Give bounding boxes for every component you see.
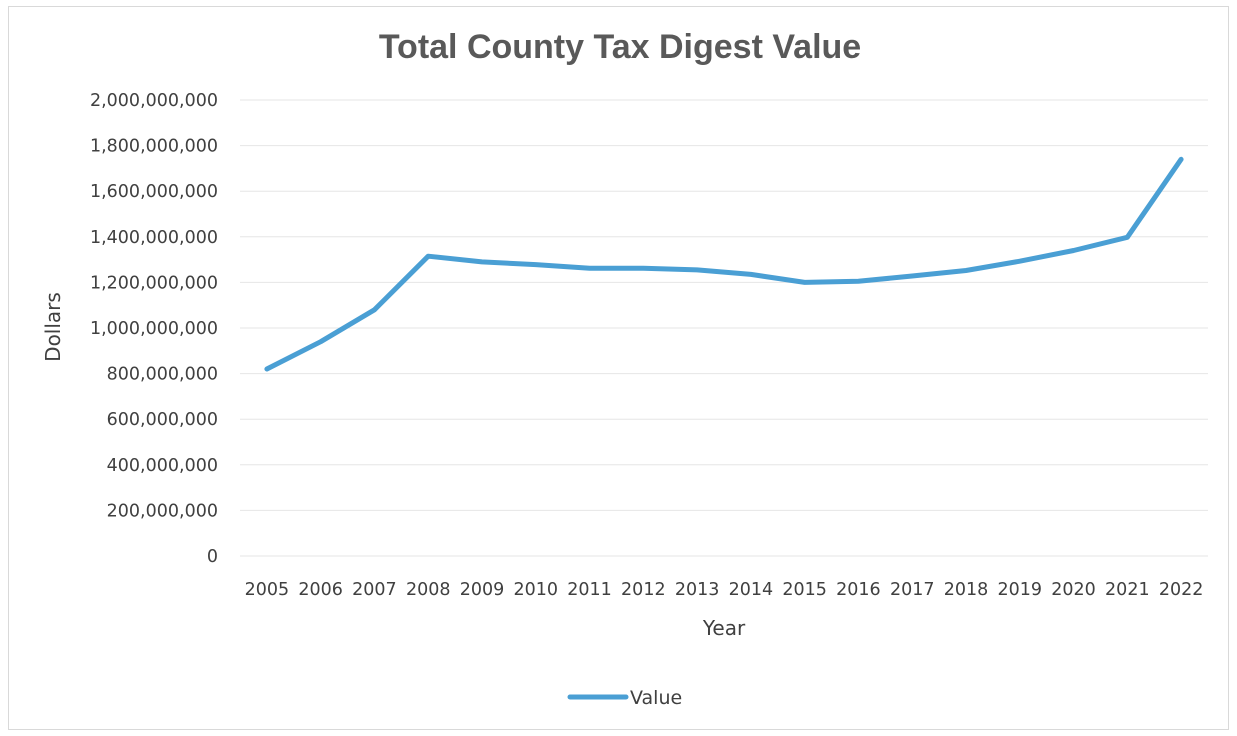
x-tick-label: 2007 <box>352 580 397 600</box>
x-tick-label: 2011 <box>567 580 612 600</box>
y-tick-label: 1,800,000,000 <box>90 137 218 157</box>
x-tick-label: 2008 <box>406 580 451 600</box>
x-tick-label: 2014 <box>729 580 774 600</box>
y-tick-label: 600,000,000 <box>107 410 218 430</box>
chart-title: Total County Tax Digest Value <box>379 28 861 66</box>
chart-frame <box>8 6 1229 730</box>
gridlines <box>240 99 1208 557</box>
series-line-value <box>264 156 1184 372</box>
x-tick-label: 2020 <box>1051 580 1096 600</box>
y-tick-label: 800,000,000 <box>107 365 218 385</box>
y-tick-label: 1,200,000,000 <box>90 273 218 293</box>
x-tick-label: 2009 <box>460 580 505 600</box>
y-tick-label: 1,400,000,000 <box>90 228 218 248</box>
y-tick-label: 200,000,000 <box>107 501 218 521</box>
y-axis-title: Dollars <box>41 292 65 362</box>
x-tick-label: 2016 <box>836 580 881 600</box>
x-tick-label: 2015 <box>782 580 827 600</box>
series-layer <box>264 156 1184 372</box>
x-tick-label: 2005 <box>245 580 290 600</box>
x-tick-label: 2006 <box>298 580 343 600</box>
x-tick-label: 2010 <box>514 580 559 600</box>
x-tick-label: 2012 <box>621 580 666 600</box>
y-tick-label: 1,600,000,000 <box>90 182 218 202</box>
y-axis-ticks: 0 200,000,000 400,000,000 600,000,000 800,00… <box>90 91 218 567</box>
x-tick-label: 2021 <box>1105 580 1150 600</box>
y-tick-label: 1,000,000,000 <box>90 319 218 339</box>
x-tick-label: 2019 <box>998 580 1043 600</box>
x-tick-label: 2022 <box>1159 580 1204 600</box>
y-tick-label: 400,000,000 <box>107 456 218 476</box>
legend: Value <box>567 687 682 709</box>
x-tick-label: 2018 <box>944 580 989 600</box>
x-tick-label: 2013 <box>675 580 720 600</box>
y-tick-label: 2,000,000,000 <box>90 91 218 111</box>
legend-label: Value <box>630 687 682 709</box>
x-tick-label: 2017 <box>890 580 935 600</box>
x-axis-ticks: 2005 2006 2007 2008 2009 2010 2011 2012 2013 2014… <box>245 580 1204 600</box>
x-axis-title: Year <box>702 616 746 640</box>
y-tick-label: 0 <box>207 547 218 567</box>
